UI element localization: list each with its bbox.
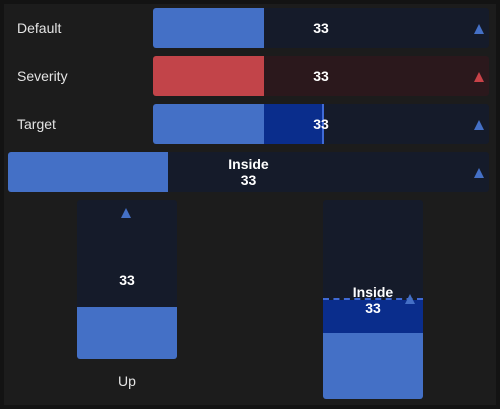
gauge-target-value: 33 (313, 116, 329, 132)
vertical-gauge-up-fill (77, 307, 177, 359)
gauge-severity-fill (153, 56, 264, 96)
gauge-label-default: Default (17, 20, 62, 36)
gauge-default: 33 (153, 8, 489, 48)
vertical-gauge-inside-text: Inside 33 (323, 284, 423, 316)
triangle-up-icon (474, 72, 484, 82)
vertical-gauge-up: 33 (77, 200, 177, 359)
gauge-target-range (264, 104, 322, 144)
vertical-gauge-inside-target-range (323, 300, 423, 333)
gauge-inside: Inside 33 (8, 152, 489, 192)
vertical-gauge-inside-label: Inside (352, 284, 394, 300)
vertical-gauge-inside: Inside 33 (323, 200, 423, 399)
gauge-label-severity: Severity (17, 68, 68, 84)
gauge-severity-value: 33 (313, 68, 329, 84)
gauge-severity: 33 (153, 56, 489, 96)
triangle-up-icon (474, 24, 484, 34)
vertical-gauge-up-value: 33 (119, 272, 135, 288)
triangle-up-icon (405, 294, 415, 304)
gauge-target-marker (322, 104, 324, 144)
vertical-gauge-inside-value: 33 (365, 300, 381, 316)
vertical-gauge-up-label: Up (118, 373, 136, 389)
gauge-inside-label: Inside (228, 156, 269, 172)
gauge-target: 33 (153, 104, 489, 144)
gauge-inside-fill (8, 152, 168, 192)
gauge-default-fill (153, 8, 264, 48)
triangle-up-icon (474, 168, 484, 178)
gauge-target-fill (153, 104, 264, 144)
vertical-gauge-inside-target-marker (323, 298, 423, 300)
gauge-inside-value: 33 (240, 172, 257, 188)
gauge-inside-text: Inside 33 (8, 152, 489, 192)
triangle-up-icon (474, 120, 484, 130)
vertical-gauge-inside-fill (323, 333, 423, 399)
gauge-label-target: Target (17, 116, 56, 132)
triangle-up-icon (121, 208, 131, 218)
gauge-default-value: 33 (313, 20, 329, 36)
